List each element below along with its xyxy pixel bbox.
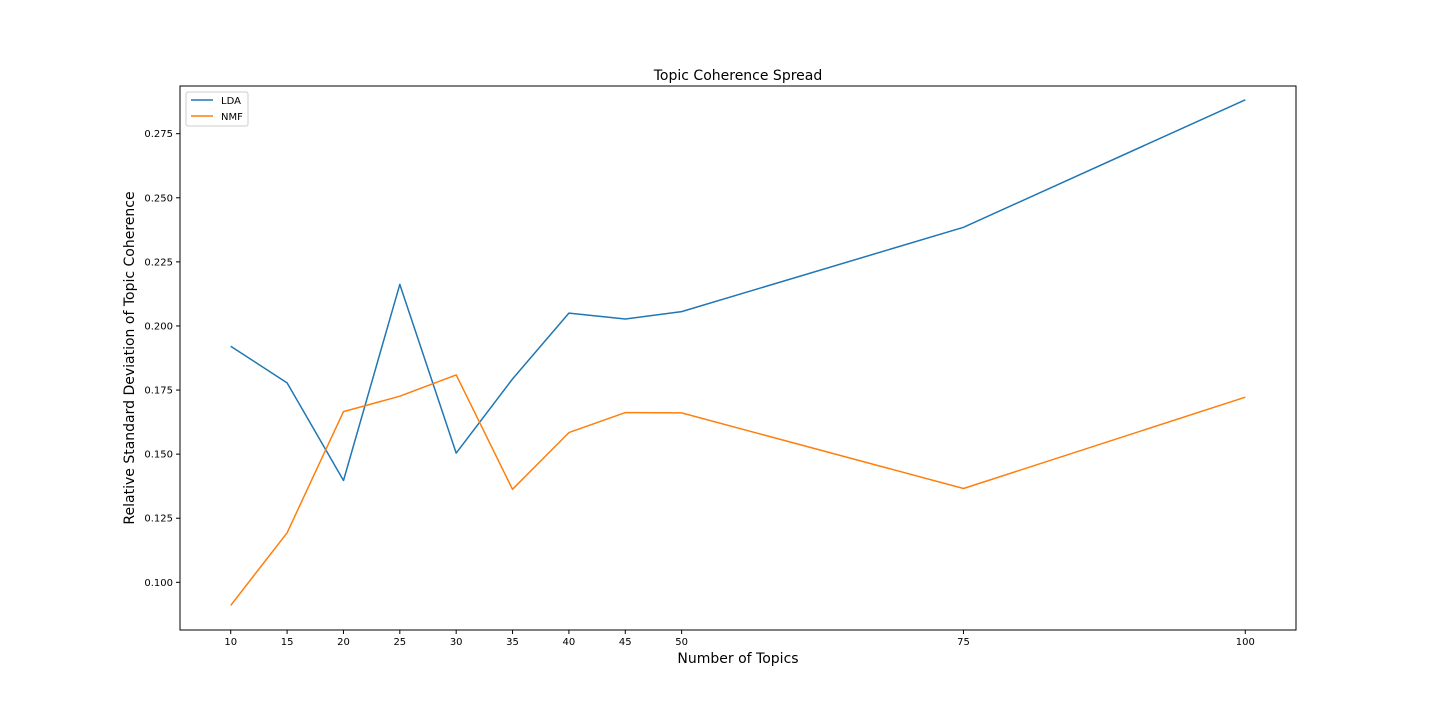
y-tick-label: 0.200	[144, 321, 173, 332]
x-tick-label: 45	[619, 637, 632, 648]
legend: LDA NMF	[185, 91, 249, 127]
plot-frame	[179, 85, 1297, 631]
y-tick-label: 0.100	[144, 578, 173, 589]
y-axis: 0.100 0.125 0.150 0.175 0.200 0.225 0.250 0.275	[144, 129, 180, 589]
chart-title: Topic Coherence Spread	[653, 68, 823, 84]
x-tick-label: 50	[675, 637, 688, 648]
x-tick-label: 100	[1236, 637, 1255, 648]
x-tick-label: 10	[224, 637, 237, 648]
y-tick-label: 0.175	[144, 386, 173, 397]
y-tick-label: 0.150	[144, 450, 173, 461]
plot-area	[230, 99, 1246, 606]
x-tick-label: 15	[281, 637, 294, 648]
y-tick-label: 0.275	[144, 129, 173, 140]
y-axis-label: Relative Standard Deviation of Topic Coh…	[122, 191, 138, 524]
x-tick-label: 25	[393, 637, 406, 648]
x-tick-label: 75	[957, 637, 970, 648]
legend-label-nmf: NMF	[221, 112, 243, 123]
x-axis: 10 15 20 25 30 35 40 45 50 75 100	[224, 630, 1255, 648]
x-tick-label: 20	[337, 637, 350, 648]
legend-label-lda: LDA	[221, 96, 241, 107]
series-line-lda	[230, 99, 1246, 482]
x-tick-label: 40	[563, 637, 576, 648]
y-tick-label: 0.225	[144, 257, 173, 268]
x-axis-label: Number of Topics	[677, 651, 798, 667]
x-tick-label: 35	[506, 637, 519, 648]
y-tick-label: 0.125	[144, 514, 173, 525]
series-line-nmf	[230, 374, 1246, 606]
x-tick-label: 30	[450, 637, 463, 648]
y-tick-label: 0.250	[144, 193, 173, 204]
